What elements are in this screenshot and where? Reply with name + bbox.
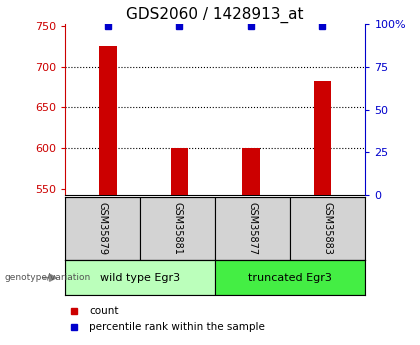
Bar: [314, 80, 331, 195]
Bar: [215, 260, 365, 295]
Bar: [99, 46, 117, 195]
Bar: [242, 148, 260, 195]
Bar: [140, 197, 215, 260]
Text: GSM35877: GSM35877: [248, 202, 258, 255]
Text: count: count: [89, 306, 118, 316]
Bar: [65, 197, 140, 260]
Text: genotype/variation: genotype/variation: [4, 273, 90, 282]
Text: wild type Egr3: wild type Egr3: [100, 273, 180, 283]
Bar: [215, 197, 290, 260]
Text: percentile rank within the sample: percentile rank within the sample: [89, 323, 265, 333]
Bar: [65, 260, 215, 295]
Bar: [171, 148, 189, 195]
Title: GDS2060 / 1428913_at: GDS2060 / 1428913_at: [126, 7, 304, 23]
Text: GSM35883: GSM35883: [323, 202, 333, 255]
Bar: [290, 197, 365, 260]
Text: GSM35881: GSM35881: [173, 202, 183, 255]
Text: truncated Egr3: truncated Egr3: [248, 273, 332, 283]
Text: GSM35879: GSM35879: [97, 202, 108, 255]
